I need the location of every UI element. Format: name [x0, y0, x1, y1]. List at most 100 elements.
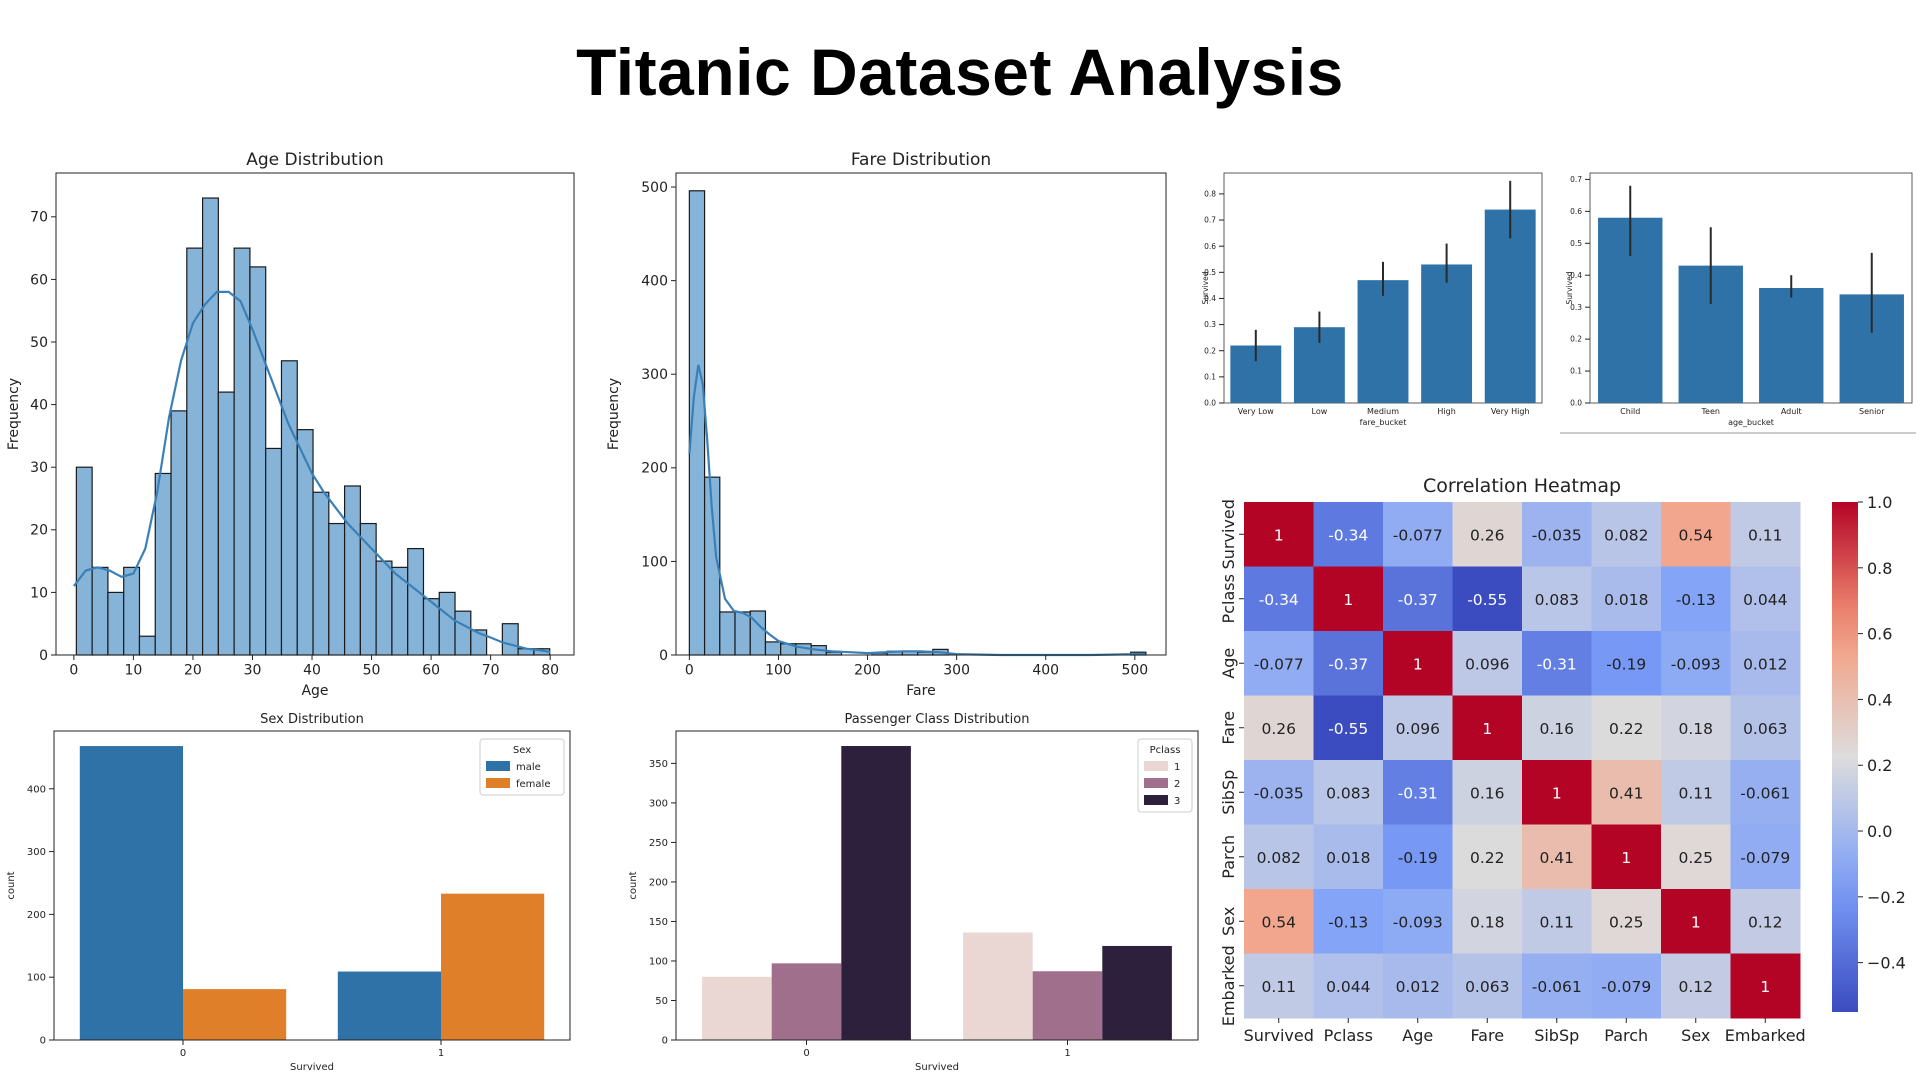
plot-frame [1589, 172, 1913, 404]
x-tick-label: Very High [1491, 407, 1530, 416]
heatmap-cell-value: 0.063 [1465, 978, 1509, 996]
histogram-bar [107, 591, 125, 656]
y-tick-label: 0 [662, 1036, 668, 1047]
legend-label: 2 [1174, 779, 1180, 790]
y-axis-label: Frequency [6, 378, 22, 450]
histogram-bar [217, 391, 235, 656]
legend-swatch [1144, 761, 1168, 771]
y-tick-label: 300 [649, 798, 668, 809]
y-tick-label: 0 [40, 1036, 46, 1047]
legend-swatch [486, 761, 510, 771]
heatmap-cell [1661, 953, 1731, 1019]
y-axis-label: Survived [1201, 271, 1210, 304]
heatmap-cell [1730, 695, 1801, 761]
x-tick-label: 0 [685, 663, 694, 679]
y-tick-label: 0.1 [1204, 372, 1216, 381]
y-tick-label: 0.1 [1570, 367, 1582, 376]
histogram-bar [764, 641, 782, 656]
fare-bucket-survival-chart: Very Low Low Medium High Very High 0.0 0.1 0.2 0… [1201, 172, 1543, 427]
heatmap-cell-value: -0.093 [1671, 655, 1721, 673]
kde-line [73, 290, 551, 653]
y-tick-label: 0.8 [1204, 190, 1216, 199]
y-tick-label: 400 [27, 784, 46, 795]
y-tick-label: 0.4 [1204, 294, 1216, 303]
heatmap-cell-value: -0.077 [1393, 526, 1443, 544]
y-tick-label: Embarked [1219, 945, 1238, 1026]
x-tick-label: 0 [803, 1048, 809, 1059]
histogram-bar [343, 485, 361, 656]
age-bucket-survival-chart: Child Teen Adult Senior 0.0 0.1 0.2 0.3 0.4 0.5 0.… [1560, 172, 1916, 434]
chart-title: Sex Distribution [260, 712, 364, 727]
heatmap-cell-value: 0.54 [1678, 526, 1713, 544]
histogram-bar [186, 247, 204, 656]
heatmap-cell [1730, 953, 1801, 1019]
x-tick-label: 200 [854, 663, 881, 679]
heatmap-cell [1313, 889, 1384, 954]
y-tick-label: 100 [641, 554, 668, 570]
x-tick-label: Fare [1470, 1026, 1504, 1045]
legend-swatch [1144, 795, 1168, 805]
x-tick-label: 400 [1032, 663, 1059, 679]
heatmap-cell-value: 0.11 [1539, 913, 1574, 931]
y-tick-label: 100 [27, 973, 46, 984]
histogram-bar [719, 611, 736, 656]
heatmap-cell-value: 1 [1621, 849, 1631, 867]
y-tick-label: Fare [1219, 711, 1238, 745]
heatmap-cell [1661, 695, 1731, 761]
heatmap-cell-value: -0.34 [1328, 526, 1368, 544]
x-tick-label: 100 [765, 663, 792, 679]
colorbar-tick-label: 0.8 [1867, 559, 1892, 578]
heatmap-cell [1661, 631, 1731, 696]
histogram-bar [359, 522, 377, 656]
legend-label: 1 [1174, 762, 1180, 773]
histogram-bar [296, 429, 314, 656]
heatmap-cell-value: -0.19 [1398, 849, 1438, 867]
heatmap-cell-value: 1 [1343, 591, 1353, 609]
heatmap-cell [1730, 824, 1801, 890]
histogram-bar [75, 466, 93, 656]
count-bar [79, 746, 183, 1040]
x-tick-label: 60 [422, 663, 440, 679]
heatmap-cell-value: 0.096 [1396, 720, 1440, 738]
histogram-bar [501, 623, 519, 656]
heatmap-cell-value: -0.13 [1328, 913, 1368, 931]
y-axis-label: count [628, 871, 639, 899]
count-bar [841, 746, 911, 1040]
heatmap-cell-value: -0.55 [1467, 591, 1507, 609]
heatmap-cell [1522, 695, 1592, 761]
x-tick-label: Survived [1244, 1026, 1314, 1045]
heatmap-cell [1452, 502, 1523, 567]
count-bar [183, 989, 287, 1040]
y-tick-label: 250 [649, 838, 668, 849]
y-tick-label: 20 [30, 523, 48, 539]
heatmap-cell [1661, 824, 1731, 890]
heatmap-cell-value: -0.31 [1537, 655, 1577, 673]
heatmap-cell [1591, 953, 1662, 1019]
legend-title: Sex [513, 745, 531, 756]
x-tick-label: 300 [943, 663, 970, 679]
y-tick-label: 0 [659, 648, 668, 664]
heatmap-cell-value: 1 [1760, 978, 1770, 996]
heatmap-cell [1522, 824, 1592, 890]
legend-swatch [486, 778, 510, 788]
heatmap-cell-value: -0.035 [1532, 526, 1582, 544]
count-bar [337, 971, 441, 1040]
heatmap-cell [1661, 502, 1731, 567]
heatmap-cell-value: -0.035 [1254, 784, 1304, 802]
y-axis-label: Survived [1565, 271, 1574, 304]
heatmap-cell [1244, 631, 1314, 696]
y-tick-label: Pclass [1219, 574, 1238, 623]
y-tick-label: 300 [641, 367, 668, 383]
y-tick-label: 150 [649, 917, 668, 928]
y-tick-label: 0.6 [1204, 242, 1216, 251]
y-tick-label: Parch [1219, 835, 1238, 879]
heatmap-cell-value: -0.37 [1398, 591, 1438, 609]
y-tick-label: 0.5 [1204, 268, 1216, 277]
y-tick-label: 50 [30, 335, 48, 351]
legend-title: Pclass [1150, 745, 1181, 756]
x-tick-label: 20 [184, 663, 202, 679]
heatmap-cell-value: 0.18 [1678, 720, 1713, 738]
x-tick-label: SibSp [1534, 1026, 1579, 1045]
plot-frame [55, 172, 575, 656]
x-tick-label: Adult [1781, 407, 1802, 416]
